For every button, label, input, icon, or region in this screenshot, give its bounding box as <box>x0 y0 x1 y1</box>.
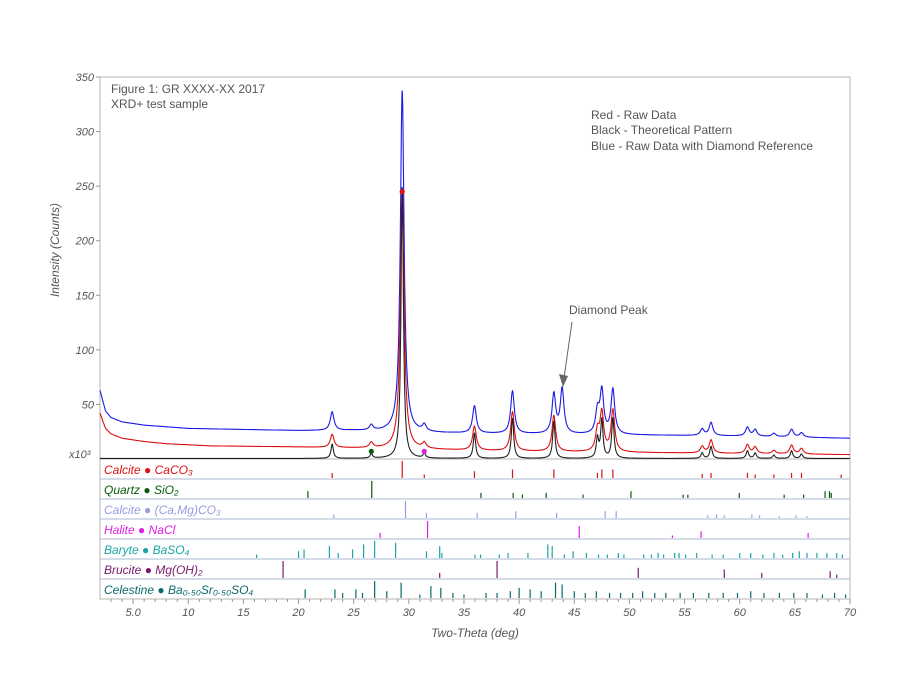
phase-layer: Calcite ● CaCO₃ Quartz ● SiO₂ Calcite ● (C… <box>100 461 850 598</box>
phase-label: Halite ● NaCl <box>104 523 176 537</box>
series-line-1 <box>99 187 850 456</box>
x-tick-label: 10 <box>182 607 195 619</box>
x-tick-label: 50 <box>623 607 636 619</box>
axis-layer: 50 100 150 200 250 300 350 5.0 10 15 20 25 30 35 40 45 5… <box>75 72 857 619</box>
x-tick-label: 15 <box>237 607 250 619</box>
y-tick-label: 200 <box>75 236 95 248</box>
y-tick-label: 350 <box>76 72 95 84</box>
y-axis-label: Intensity (Counts) <box>48 203 62 297</box>
phase-label: Calcite ● CaCO₃ <box>104 463 193 477</box>
series-line-0 <box>99 90 850 439</box>
y-tick-label: 300 <box>76 127 95 139</box>
diamond-peak-arrow-shaft <box>563 321 573 379</box>
x-tick-label: 65 <box>789 607 802 619</box>
phase-marker-0 <box>399 189 405 195</box>
phase-marker-2 <box>421 448 427 454</box>
x-tick-label: 45 <box>568 607 581 619</box>
chart-subtitle: XRD+ test sample <box>111 97 208 111</box>
legend-line-blue: Blue - Raw Data with Diamond Reference <box>591 139 813 153</box>
diamond-peak-arrow-head <box>559 374 568 387</box>
y-tick-label: 50 <box>82 399 95 411</box>
legend-line-black: Black - Theoretical Pattern <box>591 123 732 137</box>
series-line-2 <box>100 187 850 459</box>
phase-label: Baryte ● BaSO₄ <box>104 543 190 557</box>
x-tick-label: 30 <box>403 607 416 619</box>
y-unit-label: x10³ <box>68 449 91 461</box>
chart-title: Figure 1: GR XXXX-XX 2017 <box>111 82 265 96</box>
diamond-peak-label: Diamond Peak <box>569 303 649 317</box>
phase-panel-frame <box>99 458 851 600</box>
y-tick-label: 150 <box>76 290 95 302</box>
x-tick-label: 35 <box>458 607 471 619</box>
phase-marker-1 <box>368 448 374 454</box>
x-tick-label: 70 <box>844 607 857 619</box>
plot-frame <box>99 76 851 460</box>
phase-label: Quartz ● SiO₂ <box>104 483 179 497</box>
legend-line-red: Red - Raw Data <box>591 108 677 122</box>
x-tick-label: 20 <box>291 607 305 619</box>
phase-label: Calcite ● (Ca,Mg)CO₃ <box>104 503 221 517</box>
phase-label: Celestine ● Ba₀.₅₀Sr₀.₅₀SO₄ <box>104 583 254 597</box>
y-tick-label: 250 <box>75 181 95 193</box>
series-layer <box>99 90 850 459</box>
x-tick-label: 60 <box>734 607 747 619</box>
phase-label: Brucite ● Mg(OH)₂ <box>104 563 203 577</box>
x-tick-label: 55 <box>678 607 691 619</box>
x-axis-label: Two-Theta (deg) <box>431 626 519 640</box>
x-tick-label: 25 <box>347 607 361 619</box>
y-tick-label: 100 <box>76 345 95 357</box>
x-tick-label: 40 <box>513 607 526 619</box>
x-tick-label: 5.0 <box>125 607 141 619</box>
